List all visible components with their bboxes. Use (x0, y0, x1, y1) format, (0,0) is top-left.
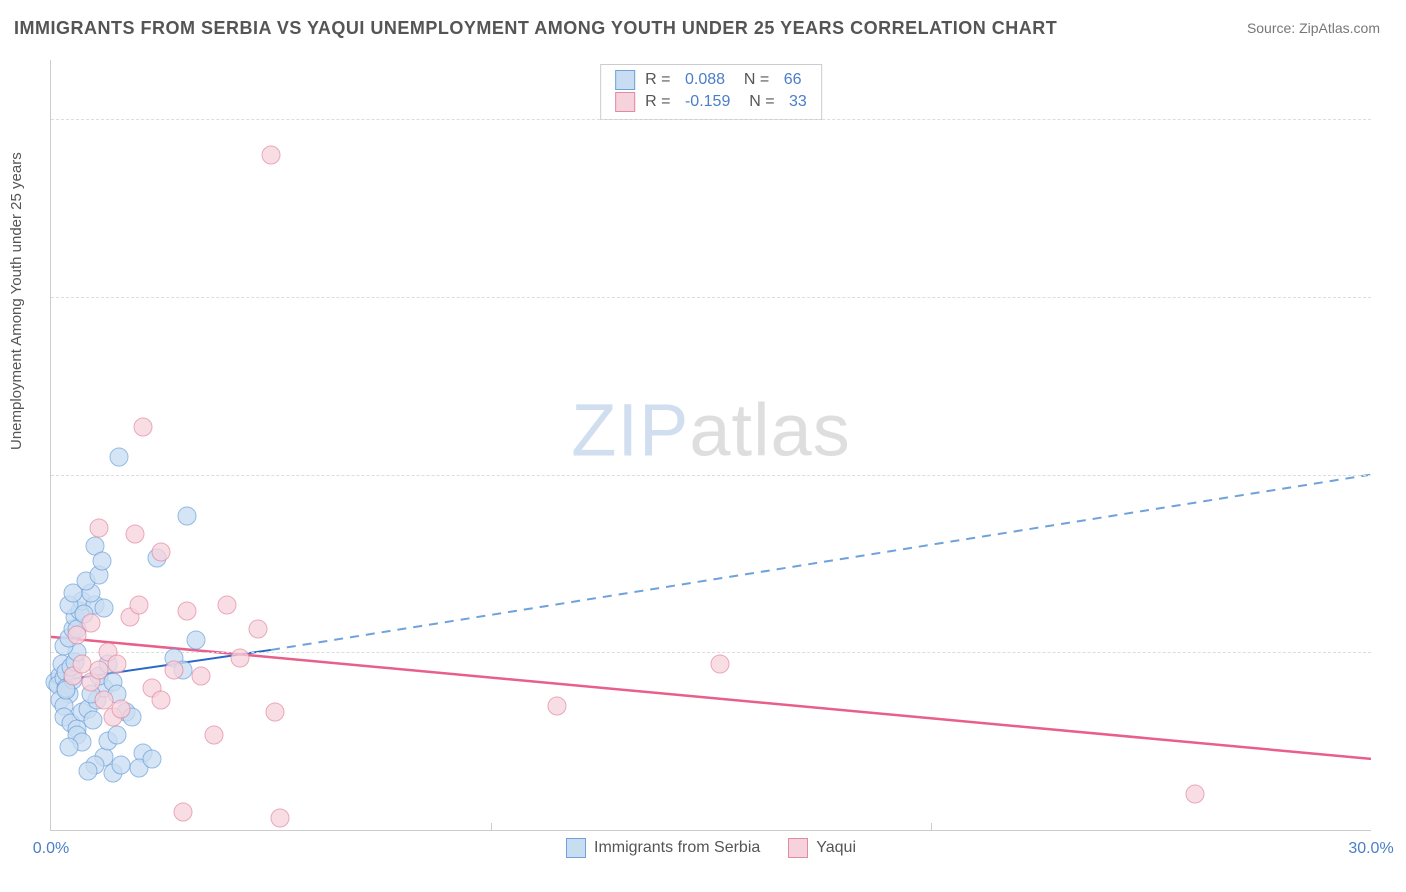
data-point-yaqui (134, 418, 153, 437)
data-point-serbia (108, 726, 127, 745)
x-tick-mark (931, 823, 932, 831)
legend-swatch (788, 838, 808, 858)
legend-swatch (615, 92, 635, 112)
data-point-serbia (59, 738, 78, 757)
legend-r-value: 0.088 (685, 69, 725, 91)
plot-svg (51, 60, 1371, 830)
x-tick-mark (491, 823, 492, 831)
legend-n-value: 66 (784, 69, 802, 91)
data-point-yaqui (270, 809, 289, 828)
x-tick-label: 0.0% (33, 840, 69, 858)
x-tick-label: 30.0% (1348, 840, 1393, 858)
legend-swatch (615, 70, 635, 90)
data-point-yaqui (231, 649, 250, 668)
legend-n-label: N = (735, 69, 774, 91)
y-tick-label: 15.0% (1381, 643, 1406, 661)
legend-stats: R = 0.088 N = 66R = -0.159 N = 33 (600, 64, 822, 120)
legend-r-value: -0.159 (685, 91, 730, 113)
legend-label: Yaqui (816, 839, 856, 857)
source-attribution: Source: ZipAtlas.com (1247, 20, 1380, 36)
gridline (51, 119, 1371, 120)
data-point-yaqui (178, 601, 197, 620)
data-point-yaqui (152, 542, 171, 561)
data-point-serbia (79, 761, 98, 780)
data-point-yaqui (152, 690, 171, 709)
data-point-yaqui (72, 655, 91, 674)
legend-r-label: R = (645, 69, 675, 91)
y-tick-label: 30.0% (1381, 466, 1406, 484)
chart-title: IMMIGRANTS FROM SERBIA VS YAQUI UNEMPLOY… (14, 18, 1057, 39)
data-point-yaqui (218, 595, 237, 614)
data-point-serbia (187, 631, 206, 650)
data-point-serbia (112, 755, 131, 774)
data-point-yaqui (81, 613, 100, 632)
legend-series: Immigrants from Serbia Yaqui (566, 838, 856, 858)
data-point-yaqui (165, 661, 184, 680)
y-axis-label: Unemployment Among Youth under 25 years (8, 152, 25, 450)
data-point-serbia (110, 447, 129, 466)
data-point-yaqui (130, 595, 149, 614)
data-point-serbia (178, 507, 197, 526)
data-point-yaqui (108, 655, 127, 674)
data-point-yaqui (204, 726, 223, 745)
y-tick-label: 60.0% (1381, 110, 1406, 128)
y-tick-label: 45.0% (1381, 288, 1406, 306)
data-point-yaqui (90, 518, 109, 537)
data-point-yaqui (1186, 785, 1205, 804)
legend-swatch (566, 838, 586, 858)
data-point-yaqui (125, 524, 144, 543)
legend-item-serbia: Immigrants from Serbia (566, 838, 760, 858)
gridline (51, 297, 1371, 298)
data-point-yaqui (90, 661, 109, 680)
legend-n-value: 33 (789, 91, 807, 113)
legend-stat-row-yaqui: R = -0.159 N = 33 (615, 91, 807, 113)
data-point-yaqui (548, 696, 567, 715)
gridline (51, 652, 1371, 653)
data-point-serbia (92, 552, 111, 571)
data-point-yaqui (112, 700, 131, 719)
gridline (51, 475, 1371, 476)
legend-item-yaqui: Yaqui (788, 838, 856, 858)
data-point-yaqui (191, 667, 210, 686)
legend-label: Immigrants from Serbia (594, 839, 760, 857)
data-point-yaqui (262, 145, 281, 164)
data-point-yaqui (94, 690, 113, 709)
data-point-yaqui (710, 655, 729, 674)
data-point-serbia (83, 710, 102, 729)
legend-stat-row-serbia: R = 0.088 N = 66 (615, 69, 807, 91)
data-point-serbia (143, 749, 162, 768)
data-point-yaqui (266, 702, 285, 721)
legend-n-label: N = (740, 91, 779, 113)
data-point-yaqui (248, 619, 267, 638)
data-point-yaqui (174, 803, 193, 822)
legend-r-label: R = (645, 91, 675, 113)
chart-plot-area: ZIPatlas R = 0.088 N = 66R = -0.159 N = … (50, 60, 1371, 831)
